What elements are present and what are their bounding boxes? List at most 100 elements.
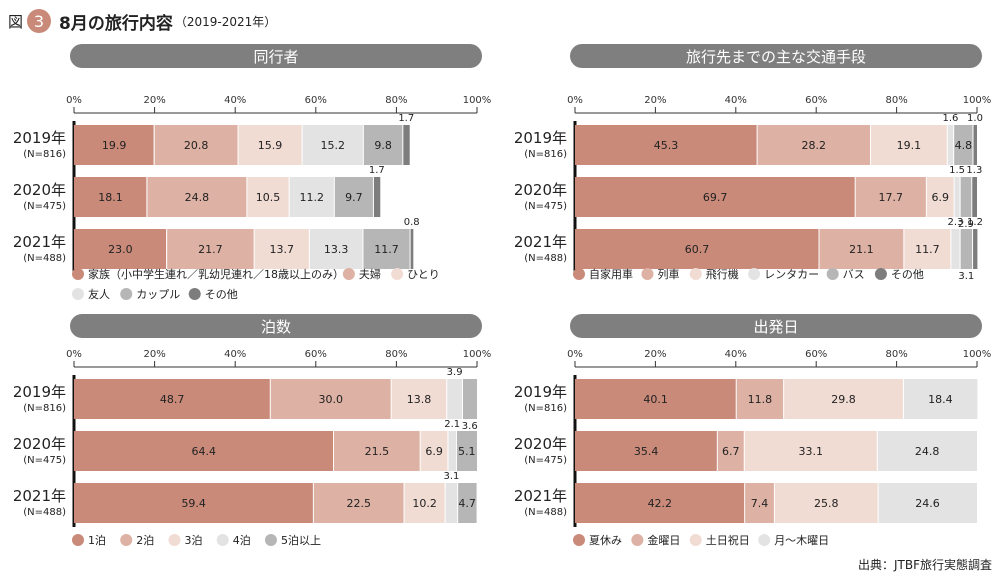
bar-segment xyxy=(953,125,973,165)
bar-segment xyxy=(744,483,775,523)
bar-segment xyxy=(246,177,290,217)
bar-segment xyxy=(575,431,718,471)
bar-segment xyxy=(950,229,961,269)
row-year-label: 2019年 xyxy=(13,383,66,401)
bar-segment xyxy=(445,483,458,523)
legend-label: 5泊以上 xyxy=(281,534,321,547)
legend-swatch xyxy=(342,268,355,280)
data-label: 35.4 xyxy=(634,445,659,458)
departure-chart: 出発日 0% 20% 40% 60% 80% 100% 2019年 (N=816) 40.1 11.… xyxy=(514,314,991,547)
legend-swatch xyxy=(391,268,404,280)
panel-title: 同行者 xyxy=(253,48,298,66)
legend-label: その他 xyxy=(891,268,924,281)
row-n-label: (N=488) xyxy=(524,253,567,264)
data-label: 69.7 xyxy=(703,191,728,204)
axis-tick-label: 80% xyxy=(385,349,407,360)
bar-segment xyxy=(575,483,745,523)
bar-segment xyxy=(744,431,878,471)
axis-tick-label: 20% xyxy=(143,349,165,360)
legend-label: その他 xyxy=(205,288,238,301)
data-label: 25.8 xyxy=(814,497,839,510)
row-year-label: 2019年 xyxy=(13,129,66,147)
bar-segment xyxy=(575,379,737,419)
bar-segment xyxy=(289,177,335,217)
legend-label: 家族（小中学生連れ／乳幼児連れ／18歳以上のみ） xyxy=(88,267,344,281)
bar-segment xyxy=(717,431,745,471)
row-year-label: 2020年 xyxy=(514,181,567,199)
data-label: 48.7 xyxy=(160,393,185,406)
data-label: 13.8 xyxy=(407,393,432,406)
axis-tick-label: 40% xyxy=(725,349,747,360)
legend-swatch xyxy=(573,268,585,280)
data-label: 11.2 xyxy=(300,191,325,204)
data-label: 1.7 xyxy=(398,113,414,124)
bar-segment xyxy=(575,229,820,269)
data-label: 21.7 xyxy=(198,243,223,256)
bar-segment xyxy=(960,229,973,269)
row-year-label: 2020年 xyxy=(13,435,66,453)
legend-label: バス xyxy=(843,268,865,281)
data-label: 3.1 xyxy=(958,271,974,282)
panel-title-pill xyxy=(570,314,982,338)
legend-swatch xyxy=(120,288,133,300)
legend-swatch xyxy=(631,534,644,546)
data-label: 0.8 xyxy=(404,217,420,228)
axis-tick-label: 100% xyxy=(463,95,492,106)
bar-segment xyxy=(333,431,421,471)
legend-swatch xyxy=(72,534,84,546)
figure-number-badge: 3 xyxy=(27,9,52,33)
data-label: 1.5 xyxy=(949,165,965,176)
data-label: 45.3 xyxy=(654,139,679,152)
axis-tick-label: 60% xyxy=(305,95,327,106)
legend-swatch xyxy=(874,268,887,280)
bar-segment xyxy=(146,177,247,217)
source-note: 出典：JTBF旅行実態調査 xyxy=(857,558,992,572)
bar-segment xyxy=(238,125,303,165)
data-label: 10.5 xyxy=(256,191,281,204)
legend-label: カップル xyxy=(136,288,180,301)
axis-tick-label: 0% xyxy=(567,349,583,360)
row-year-label: 2021年 xyxy=(514,487,567,505)
bar-segment xyxy=(757,125,871,165)
data-label: 20.8 xyxy=(184,139,209,152)
legend-label: 3泊 xyxy=(184,534,202,547)
bar-segment xyxy=(783,379,904,419)
row-year-label: 2021年 xyxy=(13,487,66,505)
data-label: 1.7 xyxy=(369,165,385,176)
bar-segment xyxy=(456,431,477,471)
data-label: 9.8 xyxy=(374,139,392,152)
axis-tick-label: 20% xyxy=(143,95,165,106)
legend-swatch xyxy=(826,268,839,280)
panel-title-pill xyxy=(70,44,482,68)
row-n-label: (N=488) xyxy=(524,507,567,518)
data-label: 5.1 xyxy=(458,445,476,458)
bar-segment xyxy=(462,379,477,419)
bar-segment xyxy=(270,379,392,419)
axis-tick-label: 100% xyxy=(963,95,992,106)
row-n-label: (N=816) xyxy=(524,403,567,414)
data-label: 24.8 xyxy=(185,191,210,204)
legend-label: 土日祝日 xyxy=(706,533,750,547)
row-n-label: (N=475) xyxy=(524,201,567,212)
data-label: 1.3 xyxy=(966,165,982,176)
legend-label: 2泊 xyxy=(136,534,154,547)
bar-segment xyxy=(363,125,403,165)
row-n-label: (N=816) xyxy=(23,403,66,414)
legend-swatch xyxy=(216,534,229,546)
data-label: 2.1 xyxy=(444,419,460,430)
data-label: 13.3 xyxy=(324,243,349,256)
row-year-label: 2019年 xyxy=(514,129,567,147)
data-label: 23.0 xyxy=(108,243,133,256)
data-label: 2.3 xyxy=(948,217,964,228)
bar-segment xyxy=(855,177,927,217)
bar-segment xyxy=(870,125,948,165)
data-label: 33.1 xyxy=(799,445,824,458)
legend-swatch xyxy=(72,288,84,300)
bar-segment xyxy=(166,229,255,269)
data-label: 59.4 xyxy=(181,497,206,510)
legend-swatch xyxy=(72,268,84,280)
data-label: 22.5 xyxy=(346,497,371,510)
bar-segment xyxy=(391,379,447,419)
axis-tick-label: 80% xyxy=(885,95,907,106)
panel-title: 泊数 xyxy=(261,318,291,336)
